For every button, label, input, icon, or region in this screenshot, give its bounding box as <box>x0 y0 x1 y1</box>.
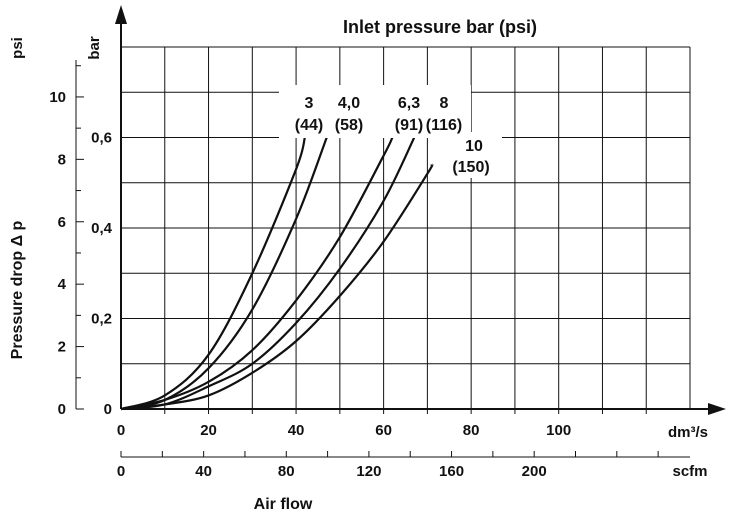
x-tick-label: 40 <box>288 422 305 439</box>
series-label-psi: (58) <box>335 117 363 134</box>
x-axis-title: Air flow <box>254 496 313 513</box>
psi-unit-label: psi <box>9 37 26 59</box>
series-label-psi: (116) <box>426 117 462 134</box>
series-label-psi: (44) <box>295 117 323 134</box>
bar-unit-label: bar <box>86 36 103 60</box>
series-label-bar: 10 <box>465 138 483 155</box>
y-axis-title: Pressure drop Δ p <box>9 220 26 359</box>
psi-tick-label: 4 <box>58 276 67 293</box>
psi-tick-label: 10 <box>49 89 66 106</box>
scfm-tick-label: 40 <box>195 463 212 480</box>
x-tick-label: 60 <box>375 422 392 439</box>
series-label-bar: 8 <box>440 95 449 112</box>
y-axis-arrow <box>115 5 127 24</box>
bar-tick-label: 0,4 <box>91 220 113 237</box>
scfm-unit-label: scfm <box>672 463 707 480</box>
psi-tick-label: 6 <box>58 214 66 231</box>
psi-tick-label: 0 <box>58 401 66 418</box>
x-axis-arrow <box>708 403 726 415</box>
scfm-tick-label: 0 <box>117 463 125 480</box>
bar-tick-label: 0,2 <box>91 311 112 328</box>
chart-title: Inlet pressure bar (psi) <box>343 17 537 37</box>
series-curve-1 <box>120 137 306 411</box>
series-label-bar: 4,0 <box>338 95 360 112</box>
scfm-tick-label: 160 <box>439 463 464 480</box>
dm3s-unit-label: dm³/s <box>668 424 708 441</box>
scfm-tick-label: 200 <box>522 463 547 480</box>
psi-tick-label: 2 <box>58 339 66 356</box>
x-tick-label: 20 <box>200 422 217 439</box>
psi-tick-label: 8 <box>58 151 66 168</box>
series-label-psi: (150) <box>452 159 489 176</box>
series-labels: 3 (44) 4,0 (58) 6,3 (91) 8 (116)10 (150) <box>279 85 502 178</box>
x-tick-label: 0 <box>117 422 125 439</box>
series-label-backdrop-10 <box>440 132 502 178</box>
x-tick-label: 100 <box>546 422 571 439</box>
scfm-tick-label: 120 <box>356 463 381 480</box>
series-label-backdrop <box>279 85 471 138</box>
series-label-bar: 3 <box>305 95 314 112</box>
series-curve-3 <box>120 137 394 411</box>
series-label-psi: (91) <box>395 117 423 134</box>
bar-tick-label: 0 <box>104 401 112 418</box>
series-curve-5 <box>120 163 434 411</box>
axes <box>75 5 726 458</box>
bar-tick-label: 0,6 <box>91 130 112 147</box>
x-tick-label: 80 <box>463 422 480 439</box>
series-label-bar: 6,3 <box>398 95 420 112</box>
scfm-tick-label: 80 <box>278 463 295 480</box>
curves <box>120 137 434 411</box>
